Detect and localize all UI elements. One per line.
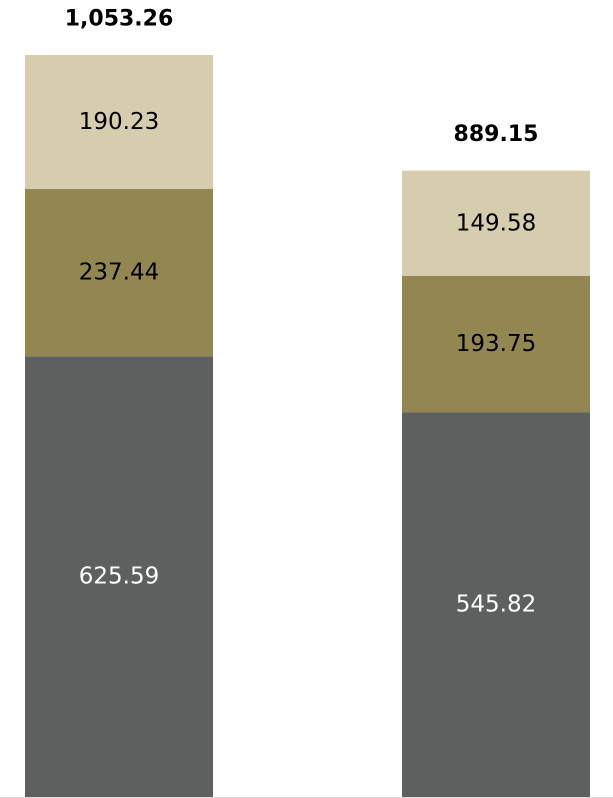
bar-segment-1-0 [402, 412, 590, 797]
bar-segment-1-2 [402, 170, 590, 276]
total-label-0: 1,053.26 [65, 7, 174, 32]
data-label-1-0: 545.82 [456, 592, 536, 618]
data-label-1-2: 149.58 [456, 210, 536, 236]
bar-segment-0-1 [25, 189, 213, 357]
data-label-0-2: 190.23 [79, 109, 159, 135]
data-label-1-1: 193.75 [456, 331, 536, 357]
data-label-0-0: 625.59 [79, 564, 159, 590]
bar-segment-0-2 [25, 55, 213, 190]
bar-segment-1-1 [402, 275, 590, 413]
bar-segment-0-0 [25, 356, 213, 797]
total-label-1: 889.15 [454, 122, 539, 147]
data-label-0-1: 237.44 [79, 260, 159, 286]
